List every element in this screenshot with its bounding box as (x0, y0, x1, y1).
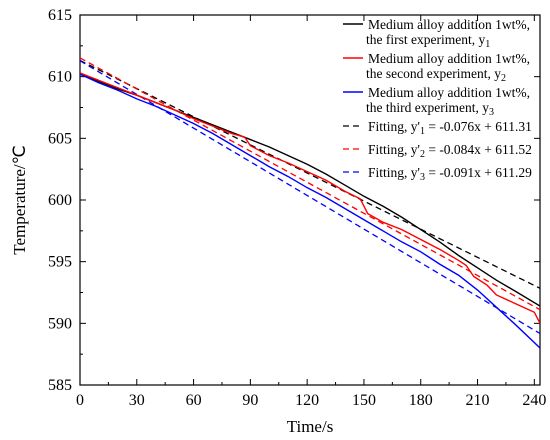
legend-label-2: Medium alloy addition 1wt%, (368, 85, 530, 100)
fit-line-4 (80, 57, 540, 311)
fit-line-3 (80, 59, 540, 289)
fit-line-5 (80, 60, 540, 335)
legend-label-0-line2: the first experiment, y1 (366, 32, 490, 50)
legend-label-4: Fitting, y'2 = -0.084x + 611.52 (368, 142, 532, 160)
data-line-1 (80, 72, 540, 324)
y-tick-label: 590 (48, 315, 72, 332)
y-tick-label: 615 (48, 7, 72, 24)
x-tick-label: 120 (295, 392, 319, 409)
x-tick-label: 60 (186, 392, 202, 409)
legend-label-2-line2: the third experiment, y3 (366, 100, 494, 118)
x-tick-label: 240 (522, 392, 546, 409)
y-tick-label: 585 (48, 377, 72, 394)
x-axis-title: Time/s (287, 417, 334, 436)
x-tick-label: 210 (466, 392, 490, 409)
data-line-2 (80, 73, 540, 349)
x-tick-label: 30 (129, 392, 145, 409)
y-tick-label: 610 (48, 69, 72, 86)
legend-label-3: Fitting, y'1 = -0.076x + 611.31 (368, 119, 532, 137)
legend: Medium alloy addition 1wt%,the first exp… (343, 17, 532, 183)
x-tick-label: 90 (242, 392, 258, 409)
x-tick-label: 0 (76, 392, 84, 409)
x-tick-label: 150 (352, 392, 376, 409)
y-tick-label: 595 (48, 254, 72, 271)
y-tick-label: 600 (48, 192, 72, 209)
legend-label-0: Medium alloy addition 1wt%, (368, 17, 530, 32)
y-axis-title: Temperature/℃ (10, 145, 29, 254)
legend-label-5: Fitting, y'3 = -0.091x + 611.29 (368, 165, 532, 183)
legend-label-1-line2: the second experiment, y2 (366, 66, 506, 84)
legend-label-1: Medium alloy addition 1wt%, (368, 51, 530, 66)
y-tick-label: 605 (48, 130, 72, 147)
x-tick-label: 180 (409, 392, 433, 409)
